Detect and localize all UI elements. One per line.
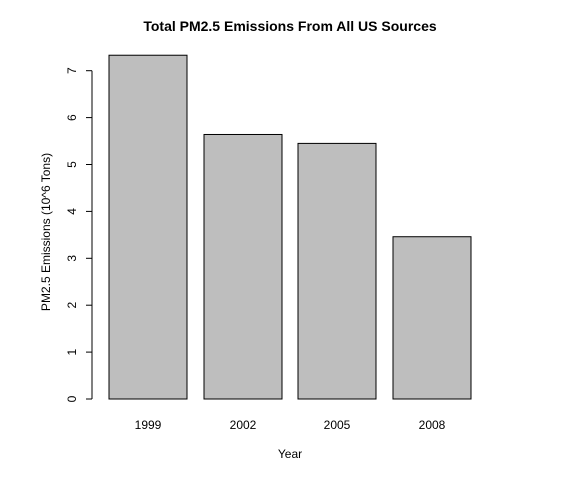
x-tick-label: 1999 [135, 418, 162, 432]
x-tick-labels: 1999 2002 2005 2008 [135, 418, 446, 432]
bar-2008 [392, 236, 472, 400]
y-tick-label: 0 [65, 395, 79, 402]
bar-2002 [203, 133, 283, 400]
y-tick-label: 5 [65, 161, 79, 168]
x-axis-label: Year [278, 447, 302, 461]
y-tick-label: 4 [65, 208, 79, 215]
y-tick-label: 2 [65, 302, 79, 309]
y-tick-label: 6 [65, 114, 79, 121]
y-axis-label: PM2.5 Emissions (10^6 Tons) [39, 153, 53, 311]
y-tick-label: 7 [65, 67, 79, 74]
x-tick-label: 2002 [230, 418, 257, 432]
y-tick-label: 1 [65, 348, 79, 355]
x-tick-label: 2005 [324, 418, 351, 432]
y-axis: 0 1 2 3 4 5 6 7 [65, 67, 93, 402]
bars-group [108, 54, 472, 400]
chart-title: Total PM2.5 Emissions From All US Source… [143, 18, 437, 34]
x-tick-label: 2008 [419, 418, 446, 432]
bar-1999 [108, 54, 188, 400]
bar-2005 [297, 142, 377, 400]
y-tick-label: 3 [65, 255, 79, 262]
